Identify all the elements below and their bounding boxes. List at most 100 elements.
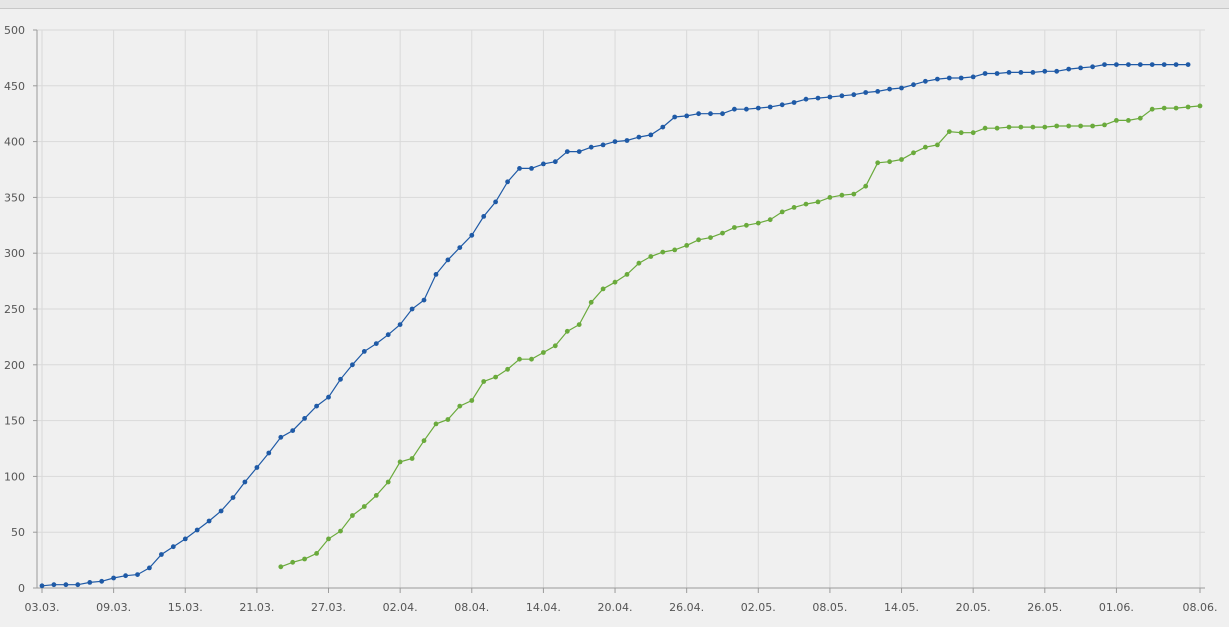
data-point: [206, 518, 212, 524]
data-point: [302, 556, 307, 562]
data-point: [302, 416, 307, 421]
data-point: [278, 434, 284, 440]
data-point: [469, 398, 475, 403]
y-tick-label: 200: [4, 359, 25, 372]
data-point: [1102, 62, 1107, 67]
data-point: [170, 544, 176, 550]
data-point: [1078, 65, 1083, 71]
data-point: [314, 403, 319, 409]
data-point: [373, 341, 379, 346]
x-tick-label: 15.03.: [168, 601, 203, 614]
x-tick-label: 27.03.: [311, 601, 346, 614]
data-point: [732, 225, 737, 230]
data-point: [397, 459, 403, 465]
x-tick-label: 08.06.: [1183, 601, 1218, 614]
data-point: [361, 349, 367, 354]
data-point: [767, 104, 773, 110]
data-point: [803, 96, 809, 102]
x-tick-label: 02.04.: [383, 601, 418, 614]
data-point: [1173, 62, 1179, 67]
data-point: [1078, 123, 1083, 129]
data-point: [564, 328, 570, 334]
data-point: [1185, 62, 1191, 67]
data-point: [505, 179, 510, 185]
data-point: [887, 86, 892, 92]
data-point: [851, 191, 857, 197]
data-point: [684, 113, 690, 119]
data-point: [1161, 105, 1167, 111]
data-point: [970, 74, 976, 80]
x-tick-label: 01.06.: [1099, 601, 1134, 614]
data-point: [588, 144, 594, 150]
data-point: [1149, 62, 1155, 67]
x-tick-label: 26.05.: [1027, 601, 1062, 614]
x-tick-label: 26.04.: [669, 601, 704, 614]
data-point: [588, 299, 594, 305]
data-point: [1006, 124, 1012, 130]
window-top-edge: [0, 0, 1229, 9]
data-point: [660, 249, 666, 255]
data-point: [159, 552, 164, 557]
data-point: [1066, 123, 1072, 129]
data-point: [720, 230, 725, 236]
data-point: [1126, 118, 1131, 123]
data-point: [1042, 68, 1048, 74]
data-point: [982, 71, 988, 76]
x-tick-label: 09.03.: [96, 601, 131, 614]
series-1: [39, 62, 1191, 589]
data-point: [457, 245, 463, 251]
data-point: [982, 125, 988, 131]
data-point: [935, 76, 940, 82]
data-point: [385, 479, 391, 485]
data-point: [815, 95, 821, 101]
data-point: [755, 105, 761, 111]
data-point: [63, 582, 69, 588]
data-point: [338, 528, 343, 534]
data-point: [481, 379, 487, 384]
data-point: [863, 90, 869, 95]
data-point: [266, 450, 272, 456]
data-point: [696, 111, 701, 117]
x-tick-label: 08.05.: [812, 601, 847, 614]
data-point: [827, 94, 833, 100]
data-point: [958, 130, 964, 136]
data-point: [875, 160, 881, 166]
data-point: [529, 166, 534, 171]
data-point: [803, 201, 809, 207]
data-point: [648, 254, 654, 259]
data-point: [648, 132, 654, 138]
data-point: [1090, 123, 1095, 129]
x-tick-label: 14.05.: [884, 601, 919, 614]
data-point: [1066, 66, 1072, 72]
x-tick-label: 08.04.: [454, 601, 489, 614]
data-point: [994, 71, 1000, 76]
data-point: [636, 134, 642, 140]
data-point: [218, 508, 224, 514]
data-point: [779, 209, 785, 215]
data-point: [552, 159, 558, 165]
data-point: [576, 149, 582, 155]
data-point: [708, 111, 713, 117]
data-point: [755, 220, 761, 226]
y-tick-label: 450: [4, 80, 25, 93]
data-point: [1114, 118, 1119, 123]
data-point: [744, 106, 749, 112]
series-layer: [39, 62, 1203, 589]
data-point: [708, 235, 713, 241]
y-tick-label: 350: [4, 191, 25, 204]
data-point: [433, 272, 439, 277]
data-point: [958, 75, 964, 81]
data-point: [946, 75, 952, 81]
data-point: [1149, 106, 1155, 112]
data-point: [433, 421, 439, 427]
x-tick-label: 02.05.: [741, 601, 776, 614]
data-point: [87, 580, 93, 585]
data-point: [636, 260, 642, 266]
data-point: [923, 78, 928, 84]
data-point: [326, 536, 331, 542]
data-point: [839, 93, 845, 99]
data-point: [147, 565, 152, 571]
data-point: [672, 114, 678, 120]
data-point: [182, 536, 188, 542]
